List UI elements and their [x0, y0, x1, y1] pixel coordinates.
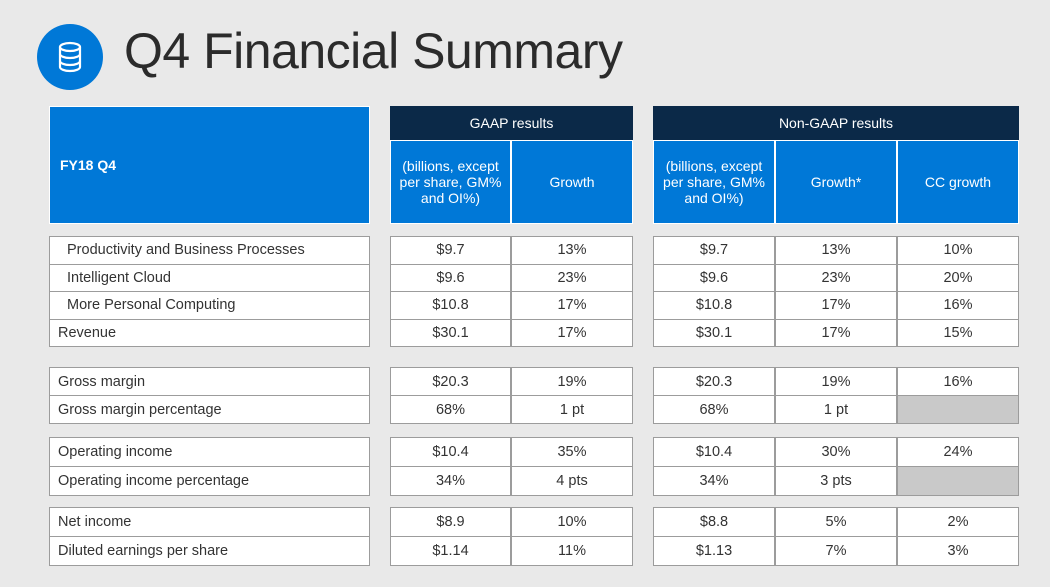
- column-header: CC growth: [897, 140, 1019, 224]
- icon: [37, 24, 103, 90]
- table-cell: 23%: [511, 263, 633, 292]
- table-cell: 13%: [775, 236, 897, 265]
- table-cell: 5%: [775, 507, 897, 537]
- empty-cell: [897, 466, 1019, 496]
- table-cell: 23%: [775, 263, 897, 292]
- table-cell: $1.13: [653, 536, 775, 566]
- row-label: Operating income percentage: [49, 466, 370, 496]
- column-header: (billions, except per share, GM% and OI%…: [390, 140, 511, 224]
- table-cell: 10%: [511, 507, 633, 537]
- table-cell: 68%: [390, 395, 511, 424]
- table-cell: $30.1: [390, 318, 511, 347]
- table-cell: 17%: [775, 291, 897, 320]
- table-cell: 10%: [897, 236, 1019, 265]
- table-cell: 17%: [511, 318, 633, 347]
- table-cell: 17%: [775, 318, 897, 347]
- table-cell: 16%: [897, 367, 1019, 396]
- table-cell: 30%: [775, 437, 897, 467]
- table-cell: 20%: [897, 263, 1019, 292]
- table-cell: $8.9: [390, 507, 511, 537]
- row-label: Productivity and Business Processes: [49, 236, 370, 265]
- column-header: Growth*: [775, 140, 897, 224]
- table-cell: 15%: [897, 318, 1019, 347]
- table-cell: $20.3: [390, 367, 511, 396]
- table-cell: $10.8: [653, 291, 775, 320]
- table-cell: 19%: [775, 367, 897, 396]
- column-header: Growth: [511, 140, 633, 224]
- row-label: Net income: [49, 507, 370, 537]
- table-cell: 17%: [511, 291, 633, 320]
- row-label: Revenue: [49, 318, 370, 347]
- table-cell: $10.8: [390, 291, 511, 320]
- table-cell: $9.7: [653, 236, 775, 265]
- table-cell: 3 pts: [775, 466, 897, 496]
- row-label: Gross margin percentage: [49, 395, 370, 424]
- table-cell: 4 pts: [511, 466, 633, 496]
- group-header: Non-GAAP results: [653, 106, 1019, 140]
- table-cell: $10.4: [653, 437, 775, 467]
- empty-cell: [897, 395, 1019, 424]
- row-label: Diluted earnings per share: [49, 536, 370, 566]
- table-cell: 11%: [511, 536, 633, 566]
- table-cell: 1 pt: [775, 395, 897, 424]
- table-cell: $9.6: [653, 263, 775, 292]
- row-label: Gross margin: [49, 367, 370, 396]
- table-cell: 7%: [775, 536, 897, 566]
- table-cell: $8.8: [653, 507, 775, 537]
- corner-header: FY18 Q4: [49, 106, 370, 224]
- table-cell: $30.1: [653, 318, 775, 347]
- table-cell: 19%: [511, 367, 633, 396]
- table-cell: $20.3: [653, 367, 775, 396]
- table-cell: 16%: [897, 291, 1019, 320]
- table-cell: 3%: [897, 536, 1019, 566]
- table-cell: $9.6: [390, 263, 511, 292]
- table-cell: 68%: [653, 395, 775, 424]
- table-cell: 1 pt: [511, 395, 633, 424]
- table-cell: 24%: [897, 437, 1019, 467]
- table-cell: $1.14: [390, 536, 511, 566]
- table-cell: 2%: [897, 507, 1019, 537]
- table-cell: $10.4: [390, 437, 511, 467]
- table-cell: 13%: [511, 236, 633, 265]
- table-cell: 34%: [653, 466, 775, 496]
- row-label: More Personal Computing: [49, 291, 370, 320]
- table-cell: $9.7: [390, 236, 511, 265]
- row-label: Operating income: [49, 437, 370, 467]
- group-header: GAAP results: [390, 106, 633, 140]
- table-cell: 35%: [511, 437, 633, 467]
- title: Q4 Financial Summary: [124, 23, 623, 79]
- column-header: (billions, except per share, GM% and OI%…: [653, 140, 775, 224]
- table-cell: 34%: [390, 466, 511, 496]
- row-label: Intelligent Cloud: [49, 263, 370, 292]
